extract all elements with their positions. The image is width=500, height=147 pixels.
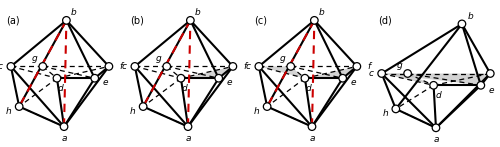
Circle shape: [131, 63, 138, 70]
Circle shape: [62, 17, 70, 24]
Text: g: g: [32, 54, 38, 63]
Text: a: a: [309, 134, 314, 143]
Circle shape: [255, 63, 262, 70]
Circle shape: [287, 63, 294, 70]
Circle shape: [310, 17, 318, 24]
Polygon shape: [382, 74, 434, 85]
Circle shape: [353, 63, 360, 70]
Circle shape: [105, 63, 112, 70]
Text: a: a: [433, 135, 438, 144]
Text: h: h: [254, 107, 260, 116]
Text: e: e: [488, 86, 494, 95]
Text: f: f: [119, 62, 122, 71]
Text: h: h: [130, 107, 136, 116]
Text: c: c: [246, 62, 250, 71]
Text: (b): (b): [130, 16, 144, 26]
Circle shape: [60, 123, 68, 130]
Circle shape: [177, 74, 184, 82]
Text: g: g: [156, 54, 162, 63]
Circle shape: [163, 63, 170, 70]
Text: (a): (a): [6, 16, 20, 26]
Text: f: f: [367, 62, 370, 71]
Text: (c): (c): [254, 16, 267, 26]
Text: g: g: [396, 61, 402, 70]
Circle shape: [215, 74, 222, 82]
Text: e: e: [102, 78, 108, 87]
Circle shape: [16, 103, 23, 110]
Circle shape: [264, 103, 271, 110]
Text: e: e: [350, 78, 356, 87]
Circle shape: [308, 123, 316, 130]
Polygon shape: [305, 66, 357, 78]
Circle shape: [339, 74, 346, 82]
Text: d: d: [436, 91, 441, 100]
Circle shape: [53, 74, 60, 82]
Text: b: b: [70, 8, 76, 17]
Text: d: d: [306, 84, 312, 93]
Text: e: e: [226, 78, 232, 87]
Circle shape: [404, 70, 411, 77]
Text: f: f: [243, 62, 246, 71]
Text: c: c: [122, 62, 127, 71]
Text: c: c: [368, 69, 374, 78]
Text: d: d: [58, 84, 64, 93]
Circle shape: [432, 124, 440, 132]
Text: a: a: [62, 134, 67, 143]
Circle shape: [378, 70, 386, 77]
Circle shape: [301, 74, 308, 82]
Text: h: h: [382, 109, 388, 118]
Circle shape: [477, 82, 484, 89]
Polygon shape: [181, 66, 233, 78]
Circle shape: [7, 63, 14, 70]
Text: a: a: [186, 134, 191, 143]
Circle shape: [140, 103, 147, 110]
Text: g: g: [280, 54, 285, 63]
Text: b: b: [468, 12, 473, 21]
Text: h: h: [6, 107, 12, 116]
Circle shape: [91, 74, 98, 82]
Circle shape: [39, 63, 46, 70]
Circle shape: [392, 105, 400, 113]
Circle shape: [229, 63, 236, 70]
Text: c: c: [0, 62, 3, 71]
Circle shape: [184, 123, 192, 130]
Circle shape: [186, 17, 194, 24]
Circle shape: [430, 82, 438, 89]
Text: b: b: [318, 8, 324, 17]
Circle shape: [486, 70, 494, 77]
Circle shape: [458, 20, 466, 28]
Polygon shape: [382, 74, 490, 85]
Text: d: d: [182, 84, 188, 93]
Polygon shape: [259, 66, 305, 78]
Text: b: b: [194, 8, 200, 17]
Text: (d): (d): [378, 16, 392, 26]
